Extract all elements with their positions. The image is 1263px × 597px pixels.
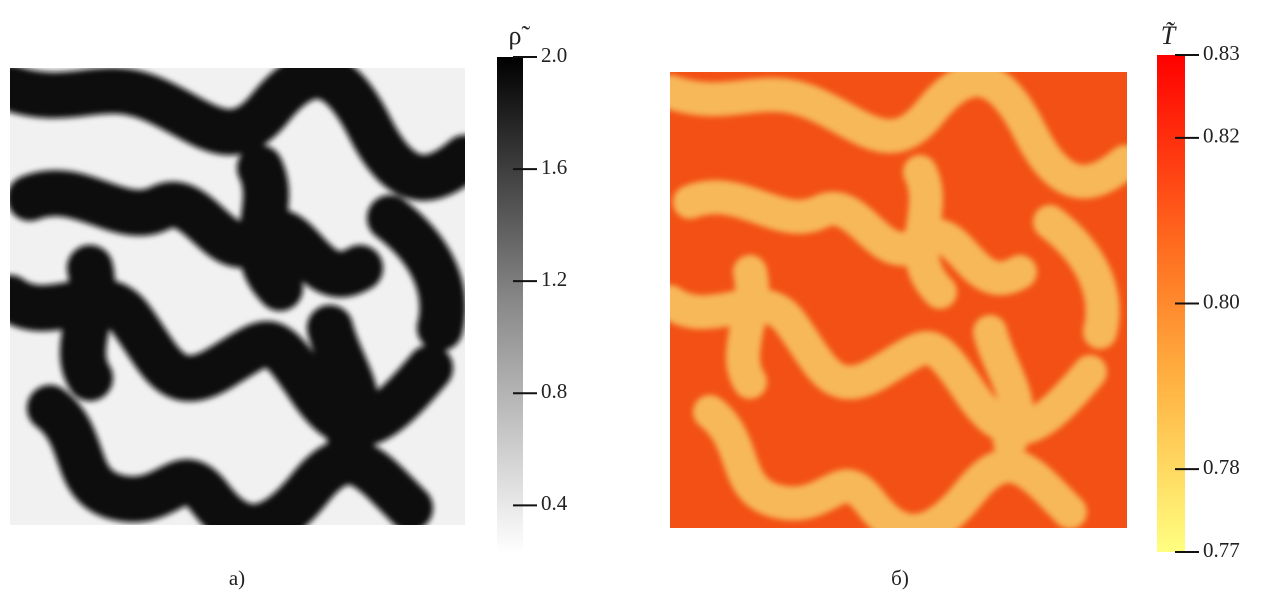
temperature-field bbox=[670, 72, 1127, 528]
tick-label: 0.78 bbox=[1203, 455, 1240, 479]
tick-label: 0.77 bbox=[1203, 538, 1240, 562]
colorbar-label: ρ̃ bbox=[509, 21, 531, 50]
tick-label: 0.83 bbox=[1203, 41, 1240, 65]
tick-label: 0.8 bbox=[541, 379, 567, 403]
colorbar bbox=[497, 57, 523, 553]
density-field bbox=[10, 68, 465, 525]
tick-label: 0.82 bbox=[1203, 124, 1240, 148]
caption: а) bbox=[229, 566, 245, 590]
colorbar-label: T̃ bbox=[1161, 21, 1177, 50]
tick-label: 0.4 bbox=[541, 491, 568, 515]
caption: б) bbox=[891, 566, 909, 590]
tick-label: 2.0 bbox=[541, 43, 567, 67]
tick-label: 1.6 bbox=[541, 155, 567, 179]
tick-label: 0.80 bbox=[1203, 289, 1240, 313]
tick-label: 1.2 bbox=[541, 267, 567, 291]
